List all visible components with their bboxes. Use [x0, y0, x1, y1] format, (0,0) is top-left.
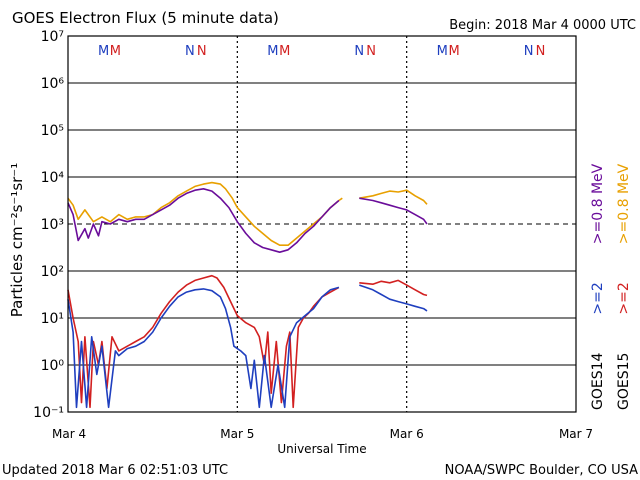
series-line	[67, 274, 340, 409]
y-tick-label: 10⁵	[41, 123, 64, 139]
series-line	[359, 189, 428, 205]
plot-frame	[67, 35, 577, 413]
x-tick-label: Mar 6	[390, 427, 424, 441]
y-tick-label: 10⁻¹	[33, 405, 64, 421]
marker-label: N	[354, 44, 364, 59]
updated-timestamp: Updated 2018 Mar 6 02:51:03 UTC	[2, 463, 228, 478]
marker-label: M	[437, 44, 448, 59]
legend-column: GOES15 >=2 >=0.8 MeV	[616, 163, 632, 410]
begin-label: Begin: 2018 Mar 4 0000 UTC	[449, 18, 636, 33]
legend-entry: >=2	[616, 282, 632, 314]
x-tick-label: Mar 4	[52, 427, 86, 441]
x-tick-labels: Mar 4 Mar 5 Mar 6 Mar 7	[52, 427, 593, 441]
legend-entry: GOES15	[616, 353, 632, 410]
y-tick-label: 10⁶	[41, 76, 65, 92]
y-tick-label: 10⁴	[41, 170, 65, 186]
legend-entry: >=0.8 MeV	[616, 163, 632, 244]
series-line	[67, 181, 343, 246]
right-legend: GOES14 >=2 >=0.8 MeV GOES15 >=2 >=0.8 MeV	[590, 163, 632, 410]
series-group	[67, 181, 428, 409]
marker-label: N	[197, 44, 207, 59]
gridlines	[68, 82, 576, 366]
credit-label: NOAA/SWPC Boulder, CO USA	[445, 463, 638, 478]
y-tick-label: 10⁰	[41, 358, 65, 374]
legend-column: GOES14 >=2 >=0.8 MeV	[590, 163, 606, 410]
marker-label: M	[98, 44, 109, 59]
marker-label: N	[536, 44, 546, 59]
marker-label: M	[110, 44, 121, 59]
marker-label: N	[366, 44, 376, 59]
legend-entry: >=2	[590, 282, 606, 314]
y-tick-label: 10⁷	[41, 29, 64, 45]
series-line	[359, 197, 428, 225]
y-axis-label: Particles cm⁻²s⁻¹sr⁻¹	[8, 163, 26, 317]
x-tick-label: Mar 7	[559, 427, 593, 441]
legend-entry: GOES14	[590, 352, 606, 410]
marker-label: M	[279, 44, 290, 59]
series-line	[67, 188, 340, 253]
y-tick-label: 10¹	[41, 311, 64, 327]
y-tick-label: 10²	[41, 264, 64, 280]
y-tick-label: 10³	[41, 217, 64, 233]
series-line	[67, 286, 340, 409]
series-line	[359, 279, 428, 297]
y-tick-labels: 10⁻¹ 10⁰ 10¹ 10² 10³ 10⁴ 10⁵ 10⁶ 10⁷	[33, 29, 64, 421]
marker-label: M	[448, 44, 459, 59]
marker-label: N	[524, 44, 534, 59]
legend-entry: >=0.8 MeV	[590, 163, 606, 244]
x-axis-label: Universal Time	[277, 442, 366, 456]
x-tick-label: Mar 5	[220, 427, 254, 441]
marker-label: M	[267, 44, 278, 59]
marker-label: N	[185, 44, 195, 59]
series-line	[359, 284, 428, 312]
chart-title: GOES Electron Flux (5 minute data)	[12, 9, 279, 27]
